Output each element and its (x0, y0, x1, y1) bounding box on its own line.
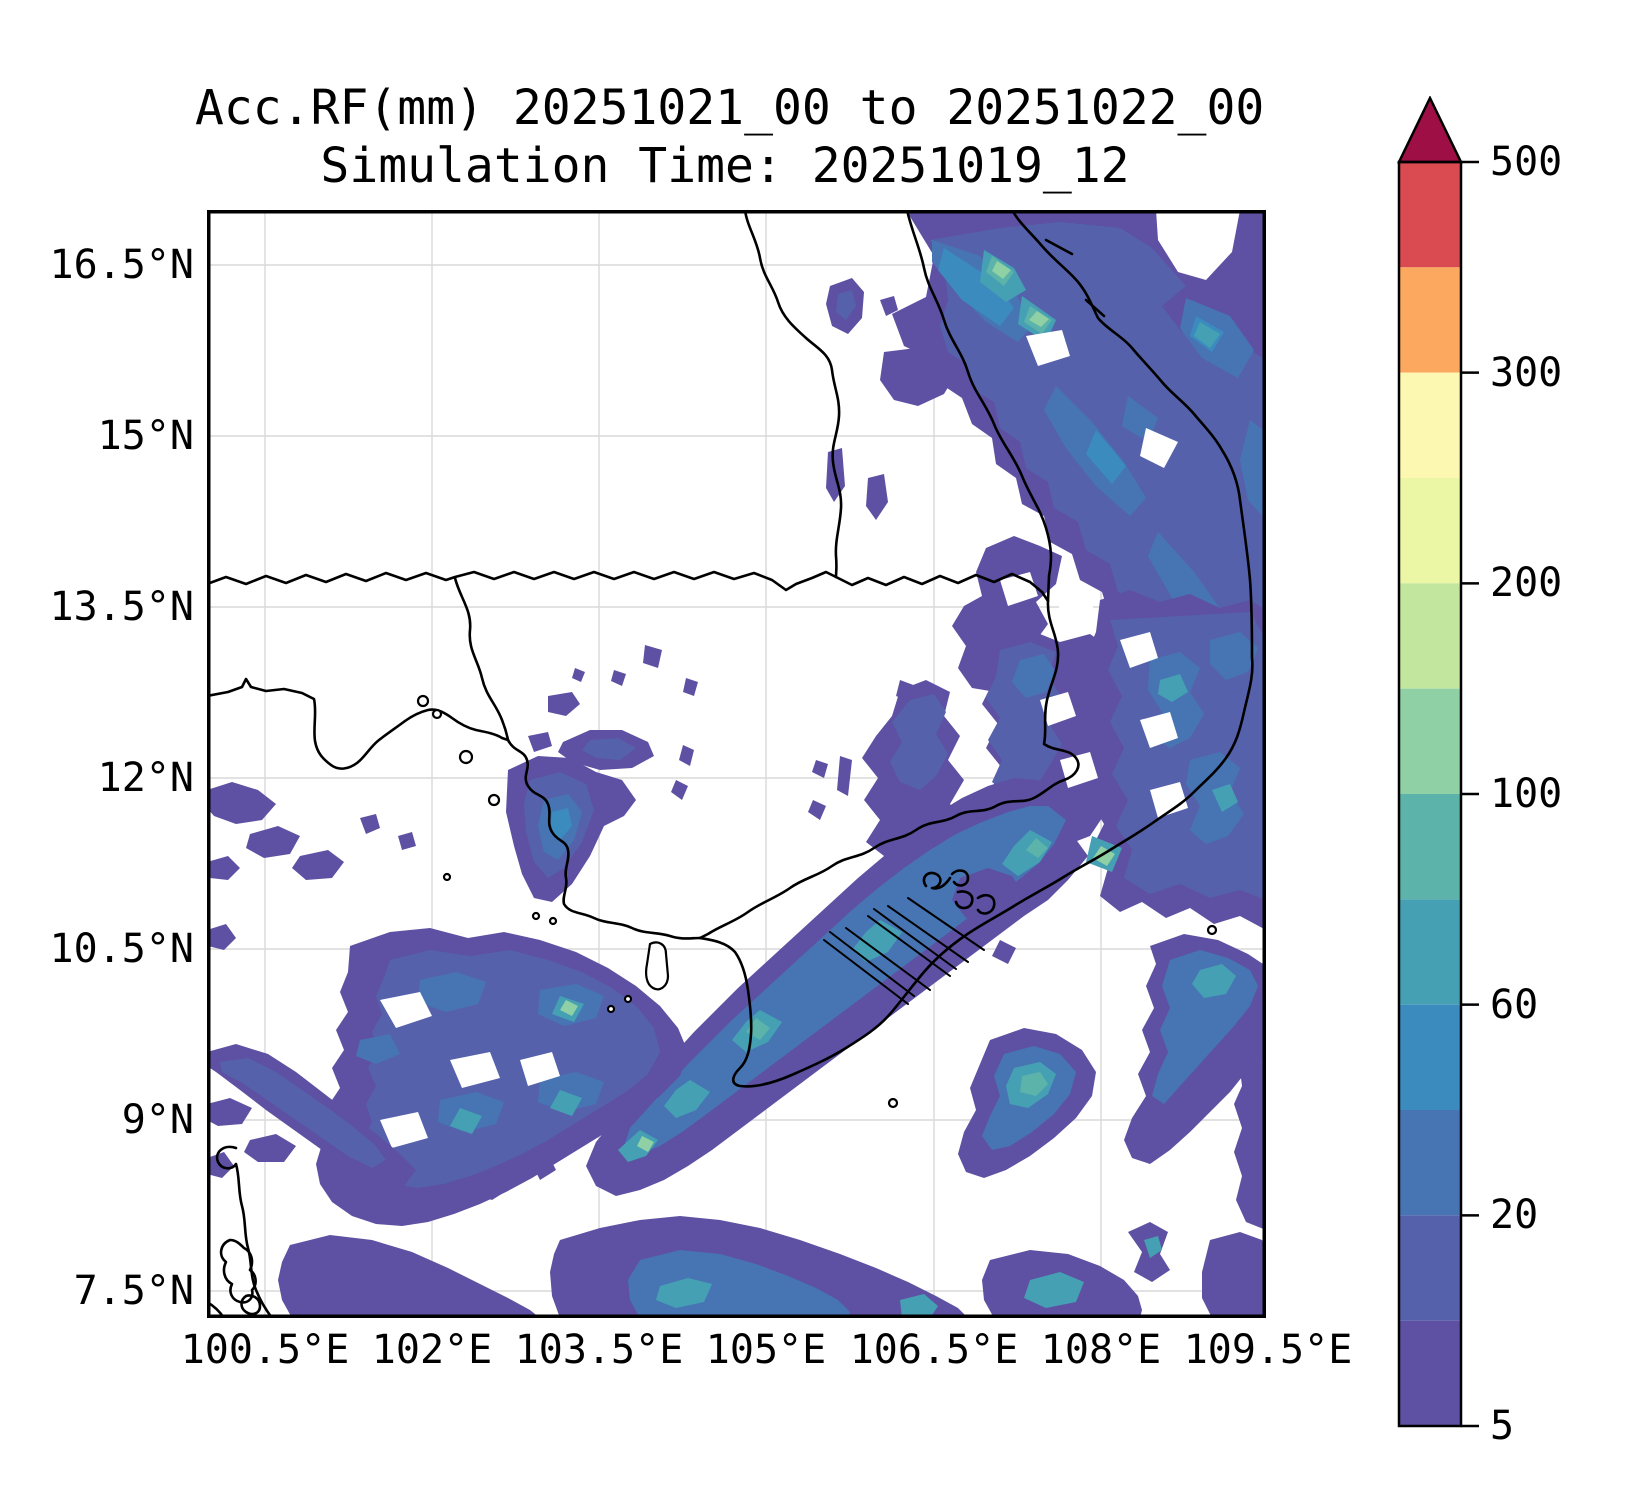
colorbar-tick-200: 200 (1490, 560, 1563, 606)
lat-tick-7-5n: 7.5°N (73, 1268, 194, 1314)
lon-tick-106-5e: 106.5°E (849, 1327, 1019, 1373)
plot-title-line2: Simulation Time: 20251019_12 (320, 138, 1130, 194)
colorbar-segments (1400, 162, 1460, 1426)
lat-tick-12n: 12°N (97, 755, 194, 801)
islands (416, 694, 1218, 1109)
lon-tick-100-5e: 100.5°E (180, 1327, 350, 1373)
map-frame (207, 210, 1266, 1318)
lat-tick-9n: 9°N (121, 1097, 194, 1143)
plot-title-line1: Acc.RF(mm) 20251021_00 to 20251022_00 (195, 80, 1265, 136)
lon-tick-102e: 102°E (371, 1327, 493, 1373)
coast-gulf-of-thailand (207, 677, 510, 770)
coastlines-borders (207, 210, 1254, 1318)
border-thailand-laos (743, 210, 843, 579)
colorbar (1397, 96, 1479, 1428)
coast-peninsula (215, 1145, 274, 1318)
lon-tick-109-5e: 109.5°E (1183, 1327, 1353, 1373)
map-plot (207, 210, 1266, 1318)
lat-tick-15n: 15°N (97, 413, 194, 459)
colorbar-tick-5: 5 (1490, 1403, 1515, 1449)
precipitation-field (207, 210, 1266, 1318)
lat-tick-13-5n: 13.5°N (49, 584, 195, 630)
lat-tick-16-5n: 16.5°N (49, 242, 195, 288)
colorbar-tick-500: 500 (1490, 139, 1563, 185)
colorbar-tick-60: 60 (1490, 982, 1539, 1028)
coast-cambodia (453, 576, 702, 940)
colorbar-tick-100: 100 (1490, 771, 1563, 817)
lon-tick-103-5e: 103.5°E (514, 1327, 684, 1373)
coast-vietnam (698, 210, 1254, 1088)
colorbar-tick-marks (1461, 160, 1479, 1428)
colorbar-tick-20: 20 (1490, 1192, 1539, 1238)
mekong-delta-channels (823, 897, 985, 1005)
border-thailand-cambodia-laos (207, 570, 1050, 603)
colorbar-over-arrow (1397, 96, 1463, 164)
lat-tick-10-5n: 10.5°N (49, 926, 195, 972)
colorbar-tick-300: 300 (1490, 350, 1563, 396)
island-phu-quoc (645, 941, 670, 991)
border-vietnam (698, 210, 1080, 940)
lon-tick-105e: 105°E (705, 1327, 827, 1373)
lon-tick-108e: 108°E (1040, 1327, 1162, 1373)
